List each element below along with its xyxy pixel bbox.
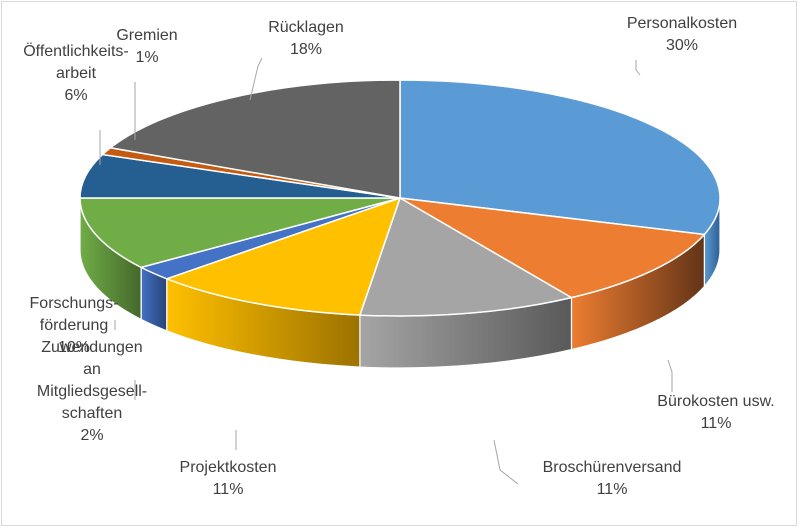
data-label-name: Bürokosten usw. (657, 393, 774, 410)
leader-line-2 (493, 439, 519, 485)
data-label-name: schaften (62, 405, 122, 422)
data-label-value: 18% (290, 41, 322, 58)
data-label-name: Zuwendungen (41, 339, 142, 356)
pie-slice-2 (359, 197, 573, 317)
data-label-2: Broschürenversand 11% (543, 459, 682, 498)
pie-slice-3 (165, 197, 401, 316)
data-label-3: Projektkosten 11% (180, 459, 277, 498)
leader-line-0 (635, 60, 641, 76)
data-label-value: 11% (213, 481, 244, 498)
data-label-value: 2% (80, 427, 103, 444)
pie-slice-5 (79, 197, 401, 269)
leader-lines (99, 57, 673, 485)
data-label-value: 11% (597, 481, 628, 498)
data-label-name: förderung (40, 317, 109, 334)
data-label-6: Öffentlichkeits-arbeit 6% (23, 42, 129, 104)
data-label-name: Forschungs- (30, 295, 119, 312)
data-label-value: 11% (701, 415, 732, 432)
data-label-name: Öffentlichkeits- (23, 42, 129, 60)
data-label-4: Zuwendungen an Mitgliedsgesell-schaften 2% (37, 339, 147, 444)
data-label-name: Mitgliedsgesell- (37, 383, 147, 400)
data-label-name: Personalkosten (627, 15, 737, 32)
leader-line-8 (249, 57, 263, 101)
data-label-1: Bürokosten usw. 11% (657, 393, 774, 432)
pie-slice-0 (399, 79, 721, 236)
data-label-name: arbeit (56, 65, 97, 82)
data-label-5: Forschungs-förderung 10% (30, 295, 119, 356)
data-label-value: 1% (135, 49, 158, 66)
data-label-8: Rücklagen 18% (268, 19, 344, 58)
data-label-value: 10% (58, 339, 90, 356)
data-label-value: 30% (666, 37, 698, 54)
data-label-name: Projektkosten (180, 459, 277, 476)
data-labels: Personalkosten 30%Bürokosten usw. 11%Brosc… (23, 15, 774, 498)
data-label-0: Personalkosten 30% (627, 15, 737, 54)
data-label-name: Gremien (116, 27, 177, 44)
pie-slice-8 (109, 79, 401, 199)
leader-line-1 (667, 359, 673, 392)
pie-slice-1 (399, 197, 706, 299)
data-label-name: Rücklagen (268, 19, 344, 36)
data-label-name: an (83, 361, 101, 378)
pie-slice-6 (79, 153, 401, 199)
pie-slices (79, 79, 721, 317)
data-label-name: Broschürenversand (543, 459, 682, 476)
data-label-value: 6% (64, 87, 87, 104)
data-label-7: Gremien 1% (116, 27, 177, 66)
